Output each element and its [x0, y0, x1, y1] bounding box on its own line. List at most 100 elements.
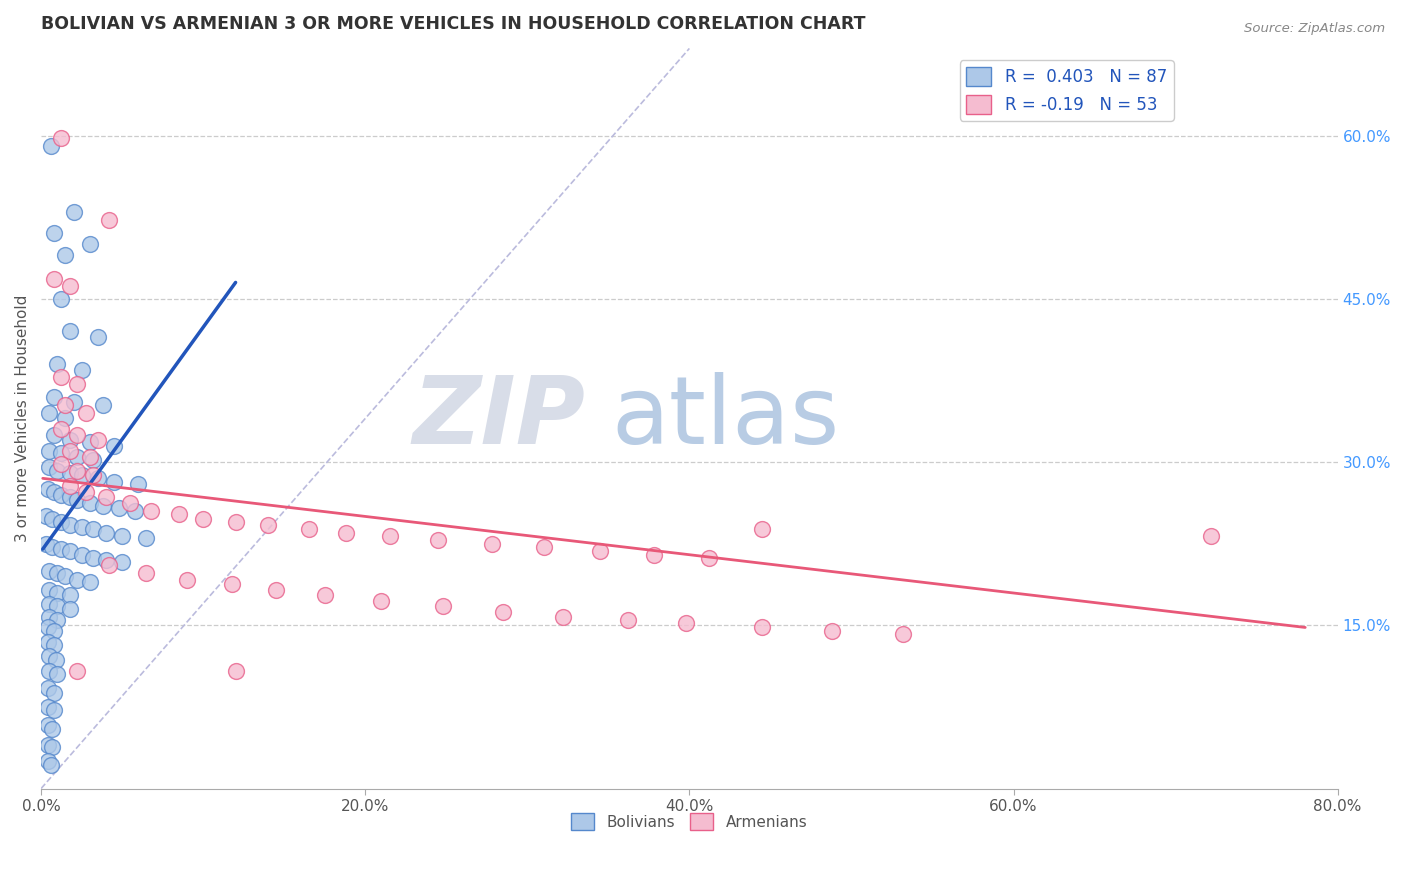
- Point: [49, 446, 72, 460]
- Point: [38, 406, 60, 420]
- Point: [49, 422, 72, 436]
- Text: ZIP: ZIP: [413, 373, 586, 465]
- Point: [49, 370, 72, 384]
- Point: [46, 566, 69, 580]
- Point: [551, 609, 574, 624]
- Point: [37, 754, 59, 768]
- Point: [91, 399, 114, 413]
- Point: [35, 536, 58, 550]
- Point: [94, 490, 117, 504]
- Point: [82, 523, 104, 537]
- Point: [46, 667, 69, 681]
- Point: [432, 599, 454, 613]
- Point: [66, 376, 89, 391]
- Point: [49, 457, 72, 471]
- Text: BOLIVIAN VS ARMENIAN 3 OR MORE VEHICLES IN HOUSEHOLD CORRELATION CHART: BOLIVIAN VS ARMENIAN 3 OR MORE VEHICLES …: [41, 15, 866, 33]
- Point: [589, 544, 612, 558]
- Point: [751, 620, 773, 634]
- Point: [167, 508, 190, 522]
- Point: [45, 653, 67, 667]
- Point: [42, 272, 65, 286]
- Point: [59, 588, 82, 602]
- Point: [49, 130, 72, 145]
- Point: [335, 525, 357, 540]
- Point: [38, 564, 60, 578]
- Point: [59, 466, 82, 480]
- Point: [41, 511, 63, 525]
- Point: [42, 390, 65, 404]
- Point: [124, 504, 146, 518]
- Point: [127, 476, 149, 491]
- Point: [66, 573, 89, 587]
- Point: [49, 292, 72, 306]
- Point: [87, 330, 110, 344]
- Point: [98, 213, 121, 227]
- Point: [103, 439, 125, 453]
- Point: [225, 515, 247, 529]
- Point: [643, 548, 665, 562]
- Point: [55, 248, 77, 262]
- Point: [38, 597, 60, 611]
- Point: [492, 605, 515, 619]
- Point: [481, 536, 503, 550]
- Point: [41, 740, 63, 755]
- Point: [821, 624, 844, 638]
- Point: [55, 399, 77, 413]
- Point: [94, 525, 117, 540]
- Point: [1199, 529, 1222, 543]
- Point: [82, 468, 104, 483]
- Point: [42, 686, 65, 700]
- Point: [70, 362, 93, 376]
- Point: [59, 444, 82, 458]
- Point: [617, 613, 640, 627]
- Y-axis label: 3 or more Vehicles in Household: 3 or more Vehicles in Household: [15, 294, 30, 542]
- Point: [38, 460, 60, 475]
- Point: [59, 602, 82, 616]
- Point: [135, 531, 157, 545]
- Point: [49, 488, 72, 502]
- Point: [891, 627, 914, 641]
- Point: [79, 574, 101, 589]
- Point: [297, 523, 319, 537]
- Point: [66, 493, 89, 508]
- Point: [79, 237, 101, 252]
- Point: [59, 544, 82, 558]
- Point: [76, 406, 98, 420]
- Point: [120, 496, 142, 510]
- Point: [35, 509, 58, 524]
- Point: [103, 475, 125, 489]
- Point: [91, 499, 114, 513]
- Point: [46, 464, 69, 478]
- Point: [675, 616, 697, 631]
- Point: [70, 468, 93, 483]
- Point: [62, 204, 84, 219]
- Point: [37, 482, 59, 496]
- Point: [87, 434, 110, 448]
- Point: [38, 609, 60, 624]
- Point: [221, 577, 243, 591]
- Point: [42, 624, 65, 638]
- Point: [46, 613, 69, 627]
- Point: [59, 278, 82, 293]
- Point: [42, 638, 65, 652]
- Point: [59, 490, 82, 504]
- Point: [378, 529, 401, 543]
- Point: [94, 553, 117, 567]
- Point: [37, 699, 59, 714]
- Point: [225, 664, 247, 678]
- Point: [62, 395, 84, 409]
- Point: [38, 444, 60, 458]
- Point: [66, 664, 89, 678]
- Point: [41, 540, 63, 554]
- Point: [751, 523, 773, 537]
- Point: [111, 555, 134, 569]
- Point: [39, 757, 62, 772]
- Point: [37, 681, 59, 696]
- Point: [37, 634, 59, 648]
- Point: [257, 518, 280, 533]
- Point: [59, 518, 82, 533]
- Point: [66, 464, 89, 478]
- Point: [37, 738, 59, 752]
- Point: [46, 357, 69, 371]
- Point: [82, 453, 104, 467]
